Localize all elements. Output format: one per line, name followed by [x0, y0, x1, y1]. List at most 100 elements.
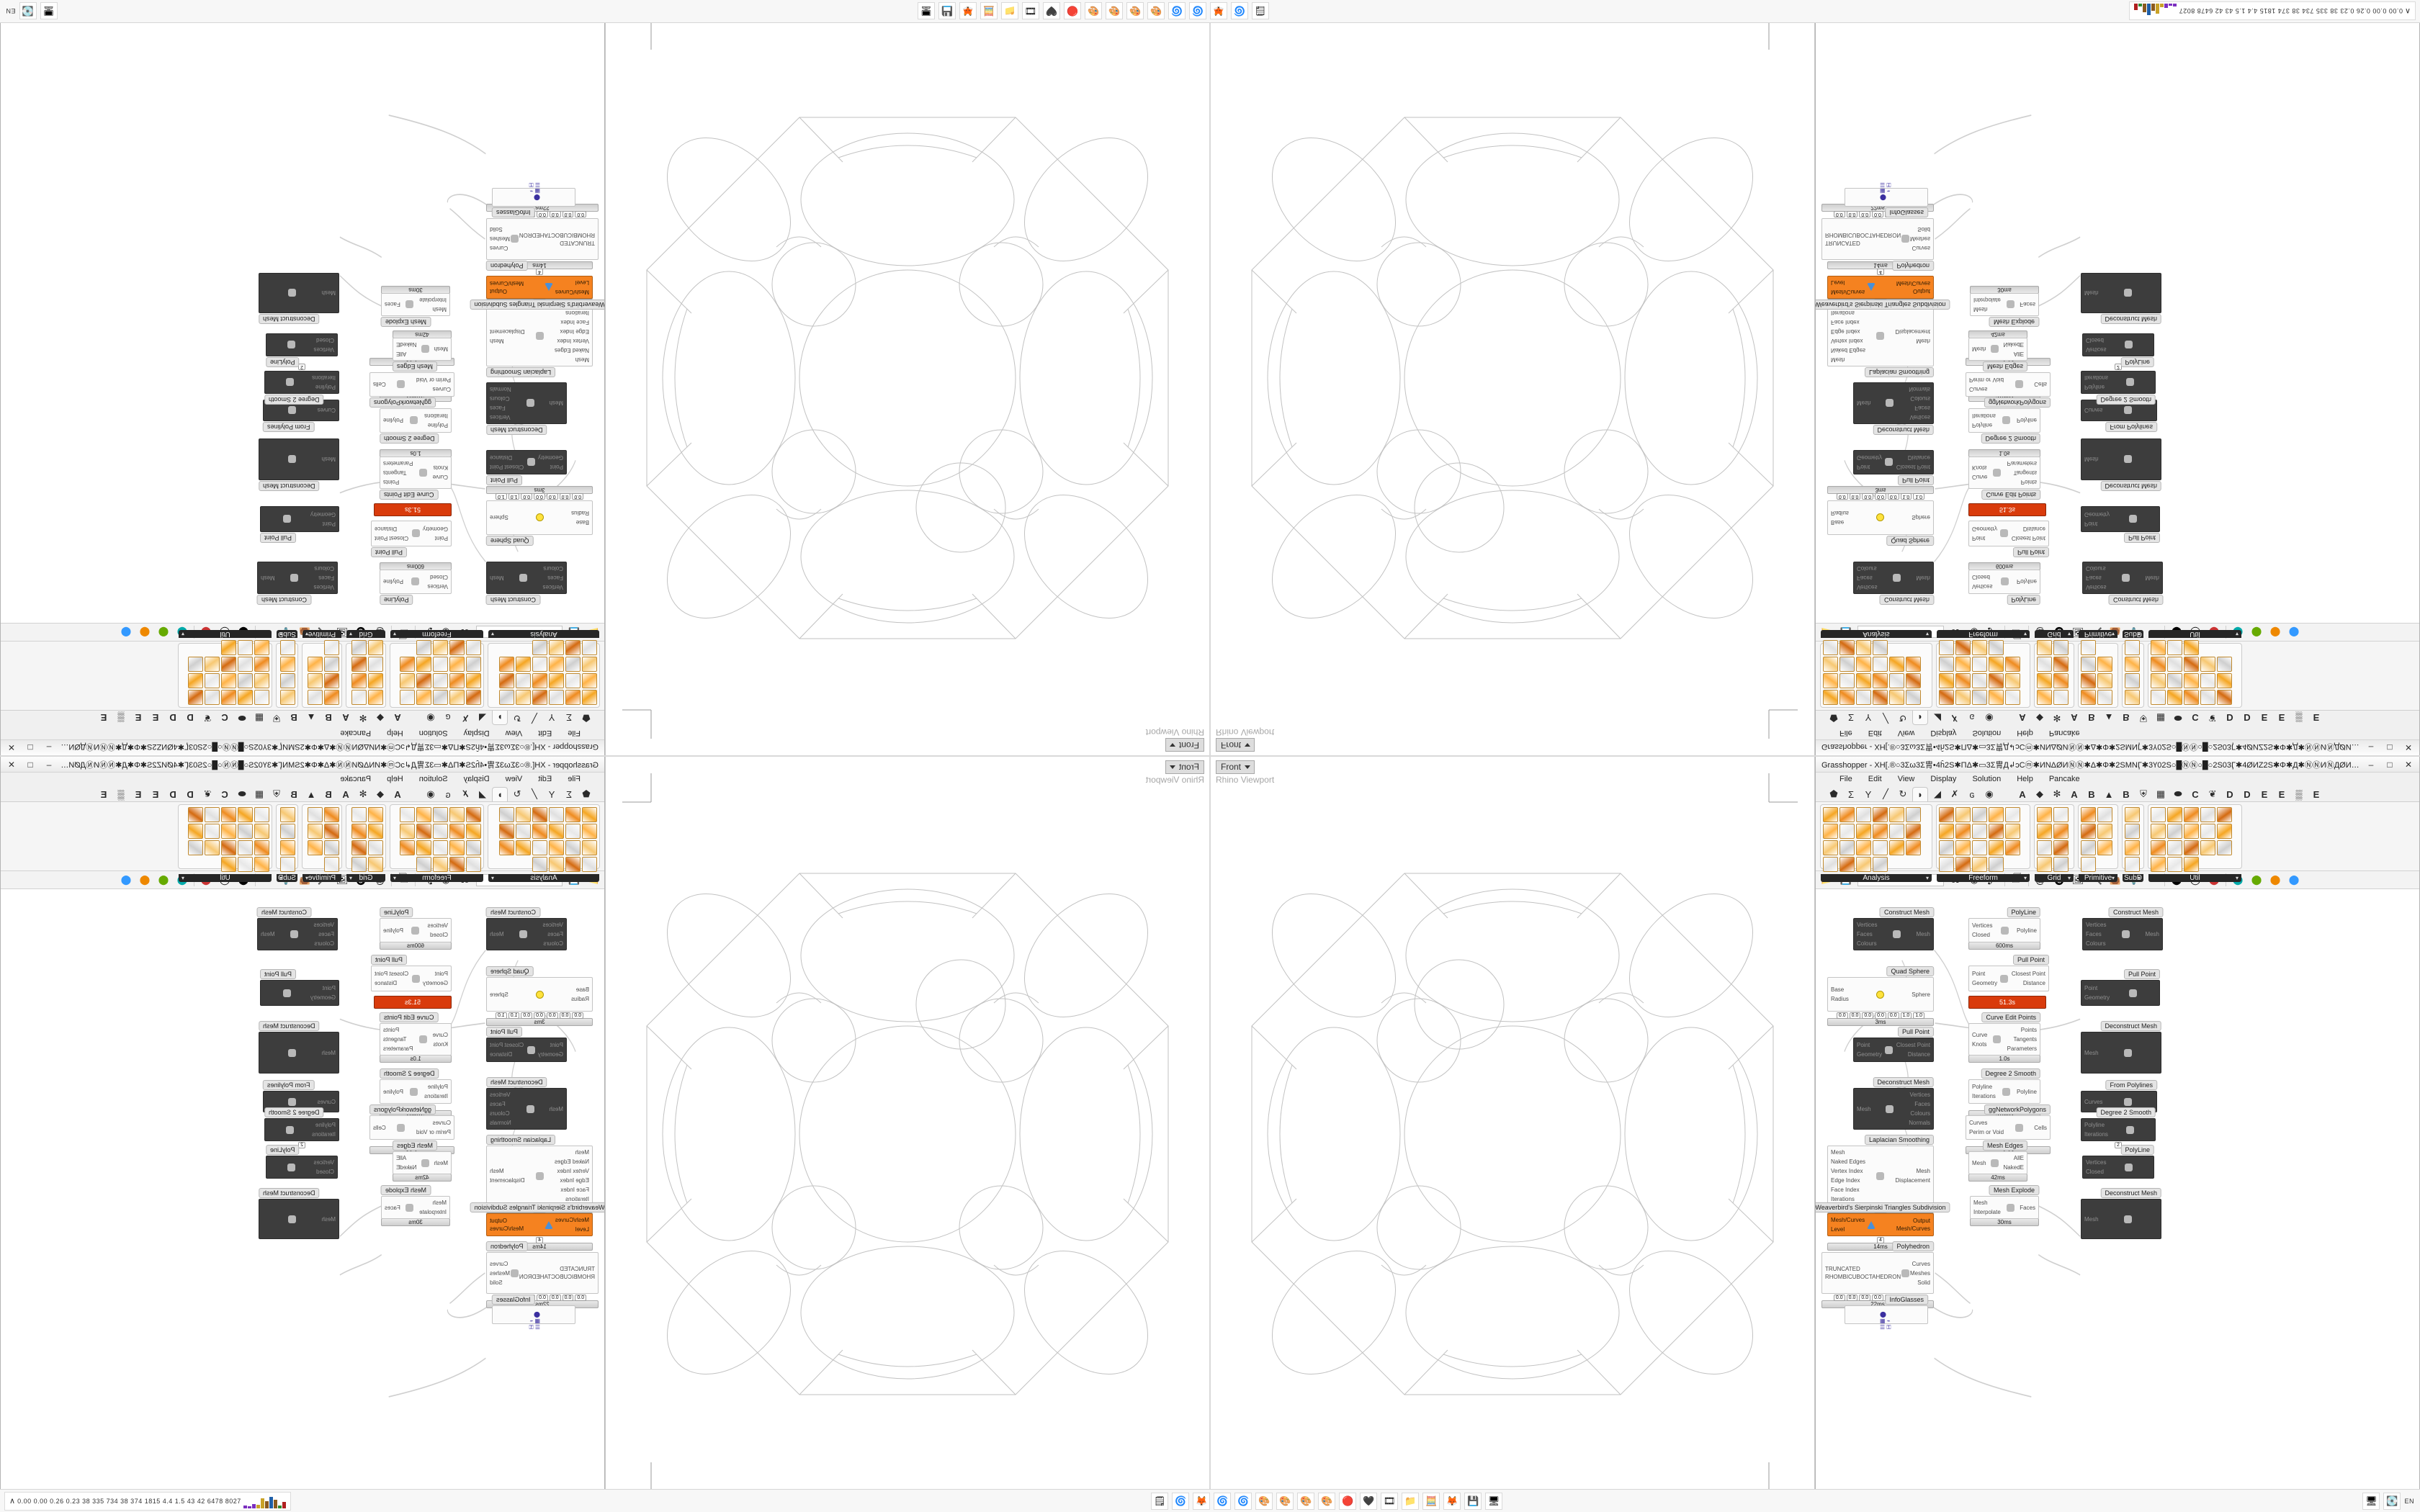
component-icon[interactable] — [1873, 690, 1888, 705]
component-inputs[interactable]: Mesh — [321, 1215, 336, 1223]
component-icon[interactable] — [2097, 673, 2112, 688]
ribbon-addon-c-tab[interactable]: C — [2192, 712, 2199, 724]
component-outputs[interactable]: Points Tangents Parameters — [2007, 459, 2037, 486]
gh-component-mesh-explode-1[interactable]: Mesh Explode Mesh Interpolate Faces 30ms — [381, 286, 450, 329]
input-param[interactable]: TRUNCATED RHOMBICUBOCTAHEDRON — [1825, 1266, 1901, 1280]
component-caption[interactable]: From Polylines — [263, 1080, 315, 1090]
component-icon[interactable] — [549, 657, 564, 672]
input-param[interactable]: Iterations — [2084, 374, 2108, 381]
component-icon[interactable] — [188, 807, 203, 822]
component-icon[interactable] — [2125, 673, 2140, 688]
component-icon[interactable] — [1889, 807, 1904, 822]
ribbon-group-analysis[interactable]: Analysis ▾ — [1820, 630, 1932, 708]
component-icon[interactable] — [499, 657, 514, 672]
input-param[interactable]: Mesh/Curves — [555, 289, 589, 295]
component-body[interactable]: Point Geometry Closest Point Distance — [486, 1038, 567, 1062]
component-icon[interactable] — [400, 824, 415, 839]
component-inputs[interactable]: Vertices Faces Colours — [2086, 921, 2106, 948]
component-caption[interactable]: Deconstruct Mesh — [2100, 1188, 2161, 1198]
output-param[interactable]: Sphere — [490, 991, 508, 998]
number-field[interactable]: 0.0 — [575, 211, 587, 217]
ribbon-group-icons[interactable] — [302, 805, 341, 874]
component-icon[interactable] — [2217, 807, 2232, 822]
output-param[interactable]: Mesh — [2145, 931, 2159, 937]
component-caption[interactable]: Deconstruct Mesh — [1873, 425, 1934, 435]
component-icon[interactable] — [532, 640, 547, 655]
input-param[interactable]: Curves — [317, 1098, 336, 1105]
component-icon[interactable] — [308, 673, 323, 688]
input-param[interactable]: Curve — [1972, 1031, 1988, 1038]
output-param[interactable]: AllE — [2013, 351, 2024, 357]
component-icon[interactable] — [1873, 857, 1888, 872]
output-param[interactable]: Points — [383, 479, 400, 485]
component-body[interactable]: Mesh — [2081, 273, 2161, 313]
ribbon-panel[interactable]: Analysis ▾ Freeform ▾ Grid ▾ Primitive ▾ SubD ▾ Ut… — [1, 801, 604, 882]
gh-component-deconstruct-mesh-2[interactable]: Deconstruct Mesh Mesh Vertices Faces Colours… — [486, 382, 567, 437]
output-param[interactable]: Polyline — [2016, 417, 2037, 424]
component-inputs[interactable]: Vertices Faces Colours — [1857, 564, 1877, 591]
ribbon-group-expand-icon[interactable]: ▾ — [2023, 875, 2027, 881]
component-icon[interactable] — [238, 807, 253, 822]
component-caption[interactable]: Laplacian Smoothing — [486, 1135, 556, 1145]
output-param[interactable]: Colours — [490, 1110, 510, 1117]
system-tray[interactable]: ∧ 0.00 0.00 0.26 0.23 38 335 734 38 374 1… — [2129, 1, 2416, 21]
component-body[interactable]: TRUNCATED RHOMBICUBOCTAHEDRON Curves Meshe… — [486, 218, 599, 260]
gh-component-degree2-smooth-1[interactable]: Degree 2 Smooth Polyline Iterations Polylin… — [1968, 1066, 2040, 1118]
component-outputs[interactable]: Sphere — [1912, 514, 1930, 522]
component-body[interactable]: Curves Perim or Void Cells — [1966, 1115, 2051, 1140]
component-body[interactable]: Polyline Iterations — [264, 371, 339, 394]
input-param[interactable]: Geometry — [2084, 511, 2110, 518]
input-param[interactable]: Point — [1972, 535, 1986, 541]
component-inputs[interactable]: Mesh Interpolate — [1973, 1199, 2001, 1216]
component-body[interactable]: ⬤ ▦ ⌁ ☰ ⚿ — [1845, 1305, 1928, 1331]
output-param[interactable]: AllE — [396, 1155, 407, 1161]
component-icon[interactable] — [2037, 840, 2052, 855]
menu-item-display[interactable]: Display — [463, 729, 490, 737]
component-icon[interactable] — [433, 857, 448, 872]
menu-item-edit[interactable]: Edit — [1868, 729, 1882, 737]
input-param[interactable]: Perim or Void — [1969, 377, 2004, 383]
component-body[interactable]: Point Geometry — [260, 506, 339, 532]
component-icon[interactable] — [280, 807, 295, 822]
component-outputs[interactable]: Polyline — [383, 927, 403, 935]
ribbon-group-freeform[interactable]: Freeform ▾ — [390, 804, 484, 882]
ribbon-group-expand-icon[interactable]: ▾ — [182, 631, 185, 637]
component-inputs[interactable]: Vertices Closed — [314, 1158, 334, 1176]
component-inputs[interactable]: Mesh — [2084, 289, 2099, 297]
component-icon[interactable] — [308, 690, 323, 705]
component-icon[interactable] — [2167, 690, 2182, 705]
component-icon[interactable] — [449, 840, 465, 855]
input-param[interactable]: Point — [1857, 464, 1870, 470]
component-inputs[interactable]: Polyline Iterations — [424, 412, 448, 429]
material-orange-icon[interactable]: ⬤ — [139, 627, 151, 638]
component-icon[interactable] — [2125, 807, 2140, 822]
component-icon[interactable] — [499, 673, 514, 688]
component-icon[interactable] — [1989, 857, 2004, 872]
component-icon[interactable] — [351, 824, 367, 839]
component-icon[interactable] — [2005, 657, 2020, 672]
input-param[interactable]: Faces — [1857, 575, 1873, 581]
component-icon[interactable] — [516, 657, 531, 672]
number-field[interactable]: 0.0 — [1836, 493, 1848, 500]
menu-item-file[interactable]: File — [568, 729, 581, 737]
component-caption[interactable]: Deconstruct Mesh — [2100, 314, 2161, 324]
component-icon[interactable] — [2081, 657, 2096, 672]
gh-component-pull-point-3[interactable]: Pull Point Point Geometry Closest Point Dist… — [486, 1025, 567, 1062]
component-caption[interactable]: Quad Sphere — [1886, 966, 1934, 976]
ribbon-addon-e2-tab[interactable]: E — [135, 788, 142, 800]
component-icon[interactable] — [351, 807, 367, 822]
component-icon[interactable] — [1873, 657, 1888, 672]
ribbon-addon-d2-tab[interactable]: D — [169, 712, 176, 724]
ribbon-group-icons[interactable] — [346, 638, 385, 707]
component-caption[interactable]: Deconstruct Mesh — [486, 1077, 547, 1087]
input-param[interactable]: Perim or Void — [416, 377, 451, 383]
component-outputs[interactable]: Closest Point Distance — [2012, 525, 2045, 542]
input-param[interactable]: Perim or Void — [416, 1129, 451, 1135]
input-param[interactable]: Faces — [2086, 931, 2102, 937]
output-param[interactable]: Mesh — [490, 575, 504, 581]
input-param[interactable]: Geometry — [1972, 526, 1998, 532]
ribbon-addon-c-tab[interactable]: C — [221, 788, 228, 800]
menu-item-solution[interactable]: Solution — [1972, 729, 2002, 737]
